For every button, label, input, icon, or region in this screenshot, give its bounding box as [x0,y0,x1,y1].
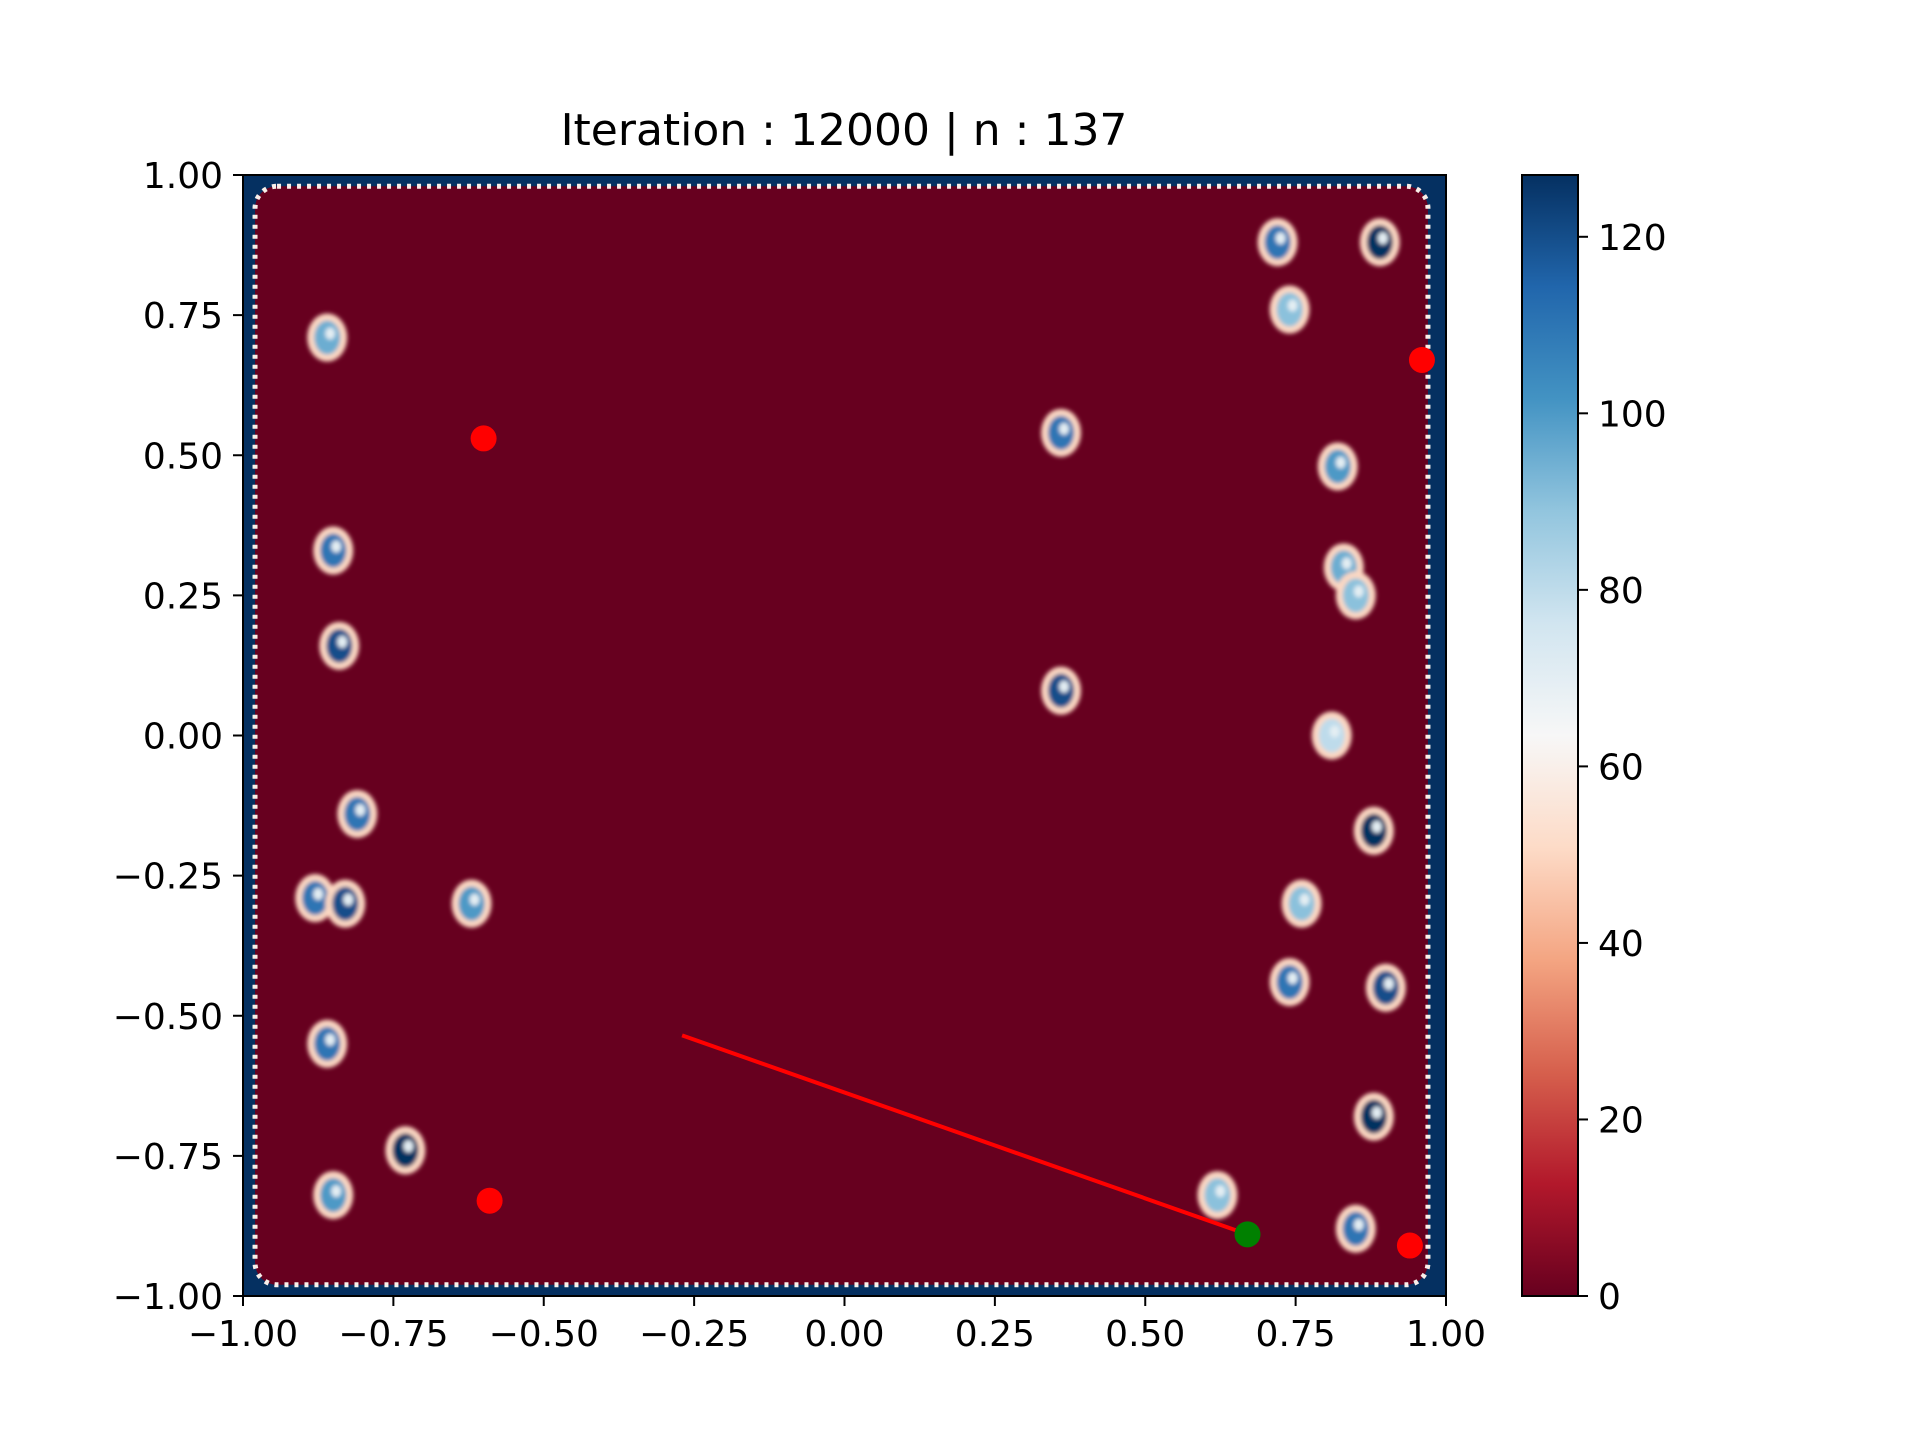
y-tick-label: 1.00 [143,156,223,197]
colorbar-tick-label: 0 [1598,1277,1621,1318]
colorbar-tick-label: 20 [1598,1100,1644,1141]
y-tick-label: 0.50 [143,436,223,477]
y-tick-label: −0.25 [113,857,223,898]
x-tick-label: −0.50 [489,1314,599,1355]
x-axis: −1.00 −0.75 −0.50 −0.25 0.00 0.25 0.50 0.75 1.00 [188,1296,1486,1355]
heatmap-patch [313,526,354,575]
heatmap-patch [325,879,366,928]
plot-area [243,175,1446,1296]
heatmap-patch [1365,963,1406,1012]
colorbar-ticks: 0 20 40 60 80 100 120 [1578,218,1667,1318]
colorbar-tick-label: 100 [1598,394,1667,435]
heatmap-patch [1311,711,1352,760]
heatmap-patches [295,218,1406,1253]
heatmap-patch [307,313,348,362]
heatmap-patch [1269,285,1310,334]
colorbar-tick-label: 40 [1598,924,1644,965]
heatmap-patch [1353,1092,1394,1141]
x-tick-label: −1.00 [188,1314,298,1355]
heatmap-patch [1359,218,1400,267]
y-tick-label: −0.75 [113,1137,223,1178]
scatter-point [1408,346,1435,373]
heatmap-patch [295,874,336,923]
heatmap-patch [313,1171,354,1220]
trajectory-line [681,1033,1249,1237]
x-tick-label: 0.00 [804,1314,884,1355]
x-tick-label: 0.75 [1256,1314,1336,1355]
heatmap-patch [1197,1171,1238,1220]
y-tick-label: 0.00 [143,717,223,758]
scatter-point [1396,1232,1423,1259]
scatter-point [1234,1221,1261,1248]
x-tick-label: −0.25 [639,1314,749,1355]
colorbar-tick-label: 60 [1598,747,1644,788]
chart-title: Iteration : 12000 | n : 137 [561,105,1128,156]
heatmap-patch [307,1019,348,1068]
colorbar-tick-label: 120 [1598,218,1667,259]
heatmap-patch [1335,571,1376,620]
scatter-point [476,1187,503,1214]
x-tick-label: 0.50 [1105,1314,1185,1355]
heatmap-interior-region [252,183,1431,1288]
y-tick-label: −0.50 [113,997,223,1038]
heatmap-patch [1353,806,1394,855]
y-tick-label: −1.00 [113,1277,223,1318]
heatmap-patch [1335,1204,1376,1253]
scatter-point [470,425,497,452]
heatmap-patch [1269,958,1310,1007]
x-tick-label: 0.25 [955,1314,1035,1355]
colorbar-gradient [1521,174,1579,1297]
series-layer [470,346,1435,1259]
heatmap-patch [451,879,492,928]
colorbar-tick-label: 80 [1598,571,1644,612]
heatmap-patch [337,789,378,838]
colorbar: 0 20 40 60 80 100 120 [1521,174,1667,1318]
y-axis: −1.00 −0.75 −0.50 −0.25 0.00 0.25 0.50 0.75 1.00 [113,156,243,1318]
heatmap-patch [1317,442,1358,491]
heatmap-patch [319,621,360,670]
heatmap-patch [1257,218,1298,267]
heatmap-patch [1041,666,1082,715]
heatmap-patch [1041,408,1082,457]
heatmap-patch [385,1126,426,1175]
y-tick-label: 0.75 [143,296,223,337]
x-tick-label: 1.00 [1406,1314,1486,1355]
y-tick-label: 0.25 [143,576,223,617]
x-tick-label: −0.75 [338,1314,448,1355]
heatmap-patch [1281,879,1322,928]
